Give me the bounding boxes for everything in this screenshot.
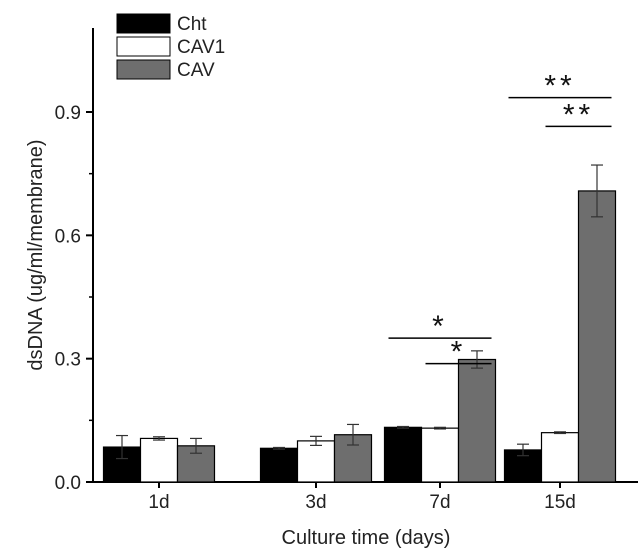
legend-swatch-cav1 xyxy=(116,36,171,57)
y-tick-label: 0.6 xyxy=(55,226,81,247)
y-tick-label: 0.3 xyxy=(55,350,81,371)
y-tick-label: 0.9 xyxy=(55,103,81,124)
legend-label-cht: Cht xyxy=(177,14,207,35)
x-tick-label: 15d xyxy=(544,492,576,513)
bar-cav1-3d xyxy=(296,440,336,483)
x-tick-label: 3d xyxy=(305,492,326,513)
significance-label: * xyxy=(432,310,448,343)
bar-cav1-7d xyxy=(420,427,460,483)
bar-cav-15d xyxy=(577,190,617,483)
significance-label: * xyxy=(451,336,467,369)
x-axis-title: Culture time (days) xyxy=(282,527,451,549)
bar-cav1-1d xyxy=(139,437,179,483)
x-tick-label: 7d xyxy=(429,492,450,513)
y-axis-title: dsDNA (ug/ml/membrane) xyxy=(25,139,47,370)
legend-swatch-cht xyxy=(116,13,171,34)
legend-swatch-cav xyxy=(116,59,171,80)
bar-cht-3d xyxy=(259,447,299,483)
bar-cav-7d xyxy=(457,358,497,483)
bar-cav1-15d xyxy=(540,432,580,483)
legend-label-cav: CAV xyxy=(177,60,215,81)
y-tick-label: 0.0 xyxy=(55,473,81,494)
significance-label: ** xyxy=(563,98,594,131)
significance-label: ** xyxy=(544,70,575,103)
x-tick-label: 1d xyxy=(148,492,169,513)
bar-cht-7d xyxy=(383,426,423,483)
legend-label-cav1: CAV1 xyxy=(177,37,225,58)
